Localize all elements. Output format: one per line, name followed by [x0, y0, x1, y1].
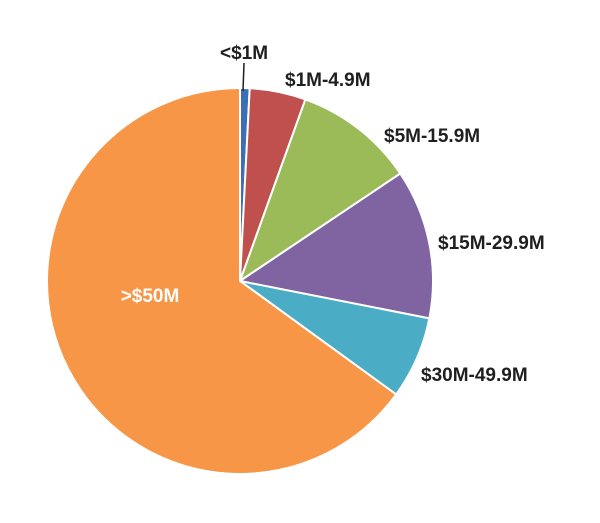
- slice-label-5: >$50M: [121, 286, 180, 307]
- slice-label-0: <$1M: [220, 43, 268, 64]
- pie-labels: <$1M $1M-4.9M $5M-15.9M $15M-29.9M $30M-49.9…: [121, 43, 545, 386]
- pie-slice-2: [238, 98, 402, 284]
- pie-slice-5: [46, 86, 398, 475]
- leader-line: [242, 62, 245, 92]
- pie-slices: [46, 86, 434, 475]
- slice-label-2: $5M-15.9M: [384, 126, 480, 147]
- slice-label-3: $15M-29.9M: [438, 233, 545, 254]
- slice-label-4: $30M-49.9M: [421, 365, 528, 386]
- slice-label-1: $1M-4.9M: [285, 70, 371, 91]
- pie-slice-3: [237, 172, 434, 320]
